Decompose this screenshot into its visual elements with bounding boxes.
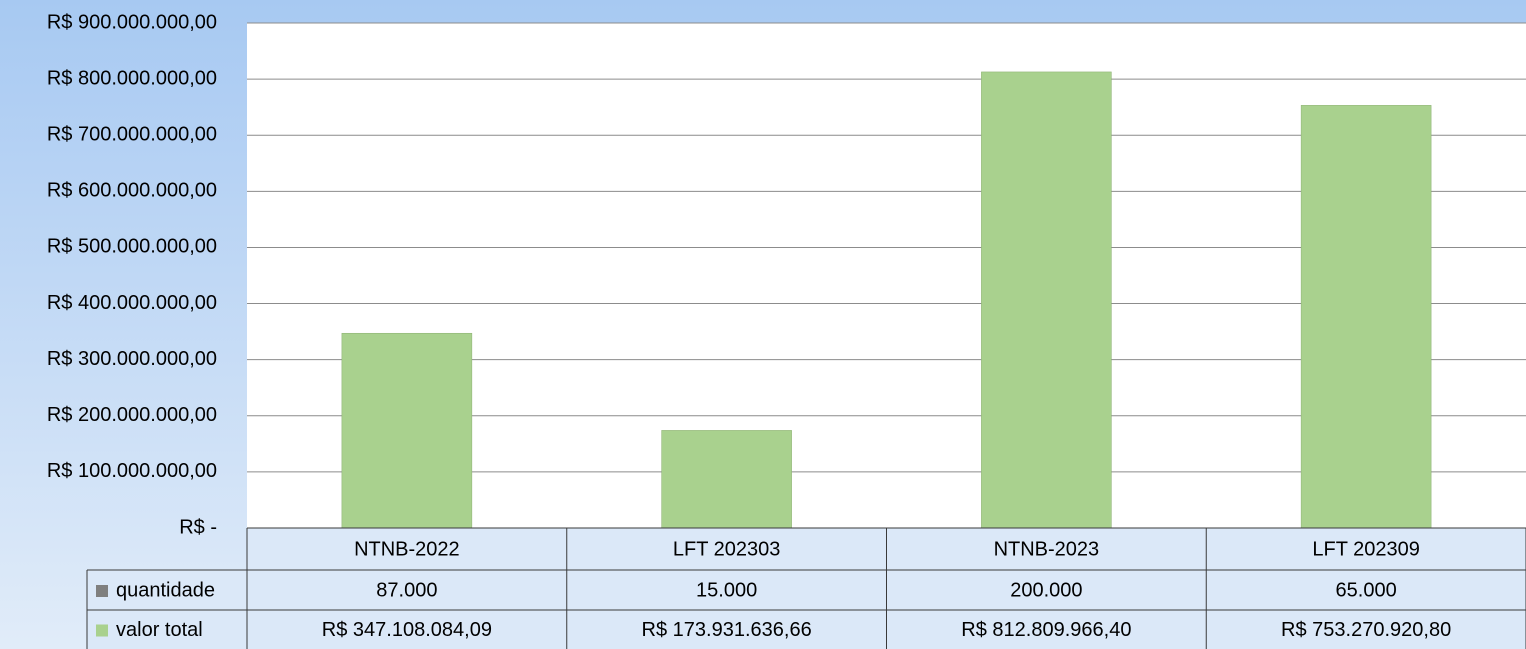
y-tick-label: R$ 300.000.000,00 (47, 348, 217, 370)
y-tick-label: R$ 700.000.000,00 (47, 124, 217, 146)
x-tick-label: LFT 202303 (673, 538, 781, 560)
data-table-value: 15.000 (696, 579, 757, 601)
y-tick-label: R$ 800.000.000,00 (47, 67, 217, 89)
data-table-value: 200.000 (1010, 579, 1082, 601)
legend-label: quantidade (116, 579, 215, 601)
data-table-value: R$ 173.931.636,66 (642, 619, 812, 641)
legend-key (96, 624, 108, 637)
legend-key (96, 585, 108, 597)
x-tick-label: LFT 202309 (1312, 538, 1420, 560)
y-tick-label: R$ 900.000.000,00 (47, 11, 217, 33)
bar (1300, 105, 1432, 529)
data-table-value: R$ 812.809.966,40 (961, 619, 1131, 641)
y-tick-label: R$ 400.000.000,00 (47, 292, 217, 314)
data-table-value: R$ 753.270.920,80 (1281, 619, 1451, 641)
y-tick-label: R$ - (179, 516, 217, 538)
data-table-value: R$ 347.108.084,09 (322, 619, 492, 641)
bar (661, 430, 792, 529)
data-table-value: 87.000 (376, 579, 437, 601)
y-tick-label: R$ 500.000.000,00 (47, 236, 217, 258)
x-tick-label: NTNB-2023 (994, 538, 1100, 560)
bar (341, 332, 473, 529)
bar (981, 71, 1112, 529)
x-tick-label: NTNB-2022 (354, 538, 460, 560)
y-tick-label: R$ 100.000.000,00 (47, 460, 217, 482)
y-tick-label: R$ 600.000.000,00 (47, 180, 217, 202)
y-tick-label: R$ 200.000.000,00 (47, 404, 217, 426)
data-table-value: 65.000 (1336, 579, 1397, 601)
legend-label: valor total (116, 619, 203, 641)
